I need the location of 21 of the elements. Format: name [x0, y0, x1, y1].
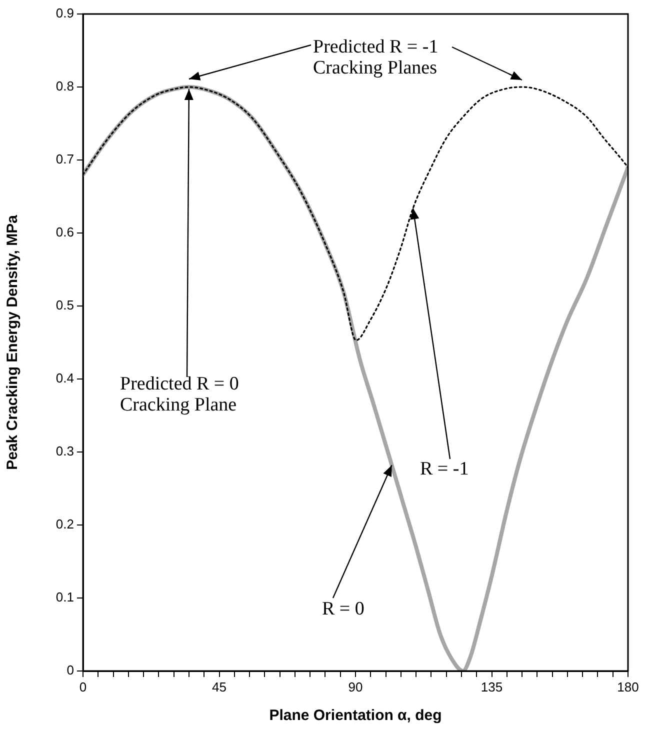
annotation: R = -1	[420, 458, 469, 480]
x-tick-label: 0	[79, 679, 87, 694]
y-tick-label: 0.2	[56, 516, 74, 532]
y-tick-label: 0.1	[56, 590, 74, 605]
y-tick-label: 0.3	[56, 444, 74, 459]
x-tick-label: 135	[480, 679, 503, 694]
y-tick-label: 0.9	[56, 6, 74, 21]
x-axis-title: Plane Orientation α, deg	[269, 707, 442, 724]
y-tick-label: 0	[66, 662, 74, 678]
annotation: Predicted R = 0 Cracking Plane	[120, 373, 239, 416]
y-tick-label: 0.8	[56, 78, 74, 94]
y-tick-label: 0.4	[56, 370, 74, 386]
annotation: R = 0	[322, 598, 364, 620]
x-tick-label: 45	[212, 679, 226, 694]
y-tick-label: 0.7	[56, 152, 74, 167]
y-tick-label: 0.5	[56, 298, 74, 313]
annotation: Predicted R = -1 Cracking Planes	[313, 36, 438, 78]
y-axis-title: Peak Cracking Energy Density, MPa	[4, 214, 22, 470]
x-tick-label: 180	[617, 679, 639, 694]
y-tick-label: 0.6	[56, 224, 74, 240]
x-tick-label: 90	[348, 679, 363, 694]
